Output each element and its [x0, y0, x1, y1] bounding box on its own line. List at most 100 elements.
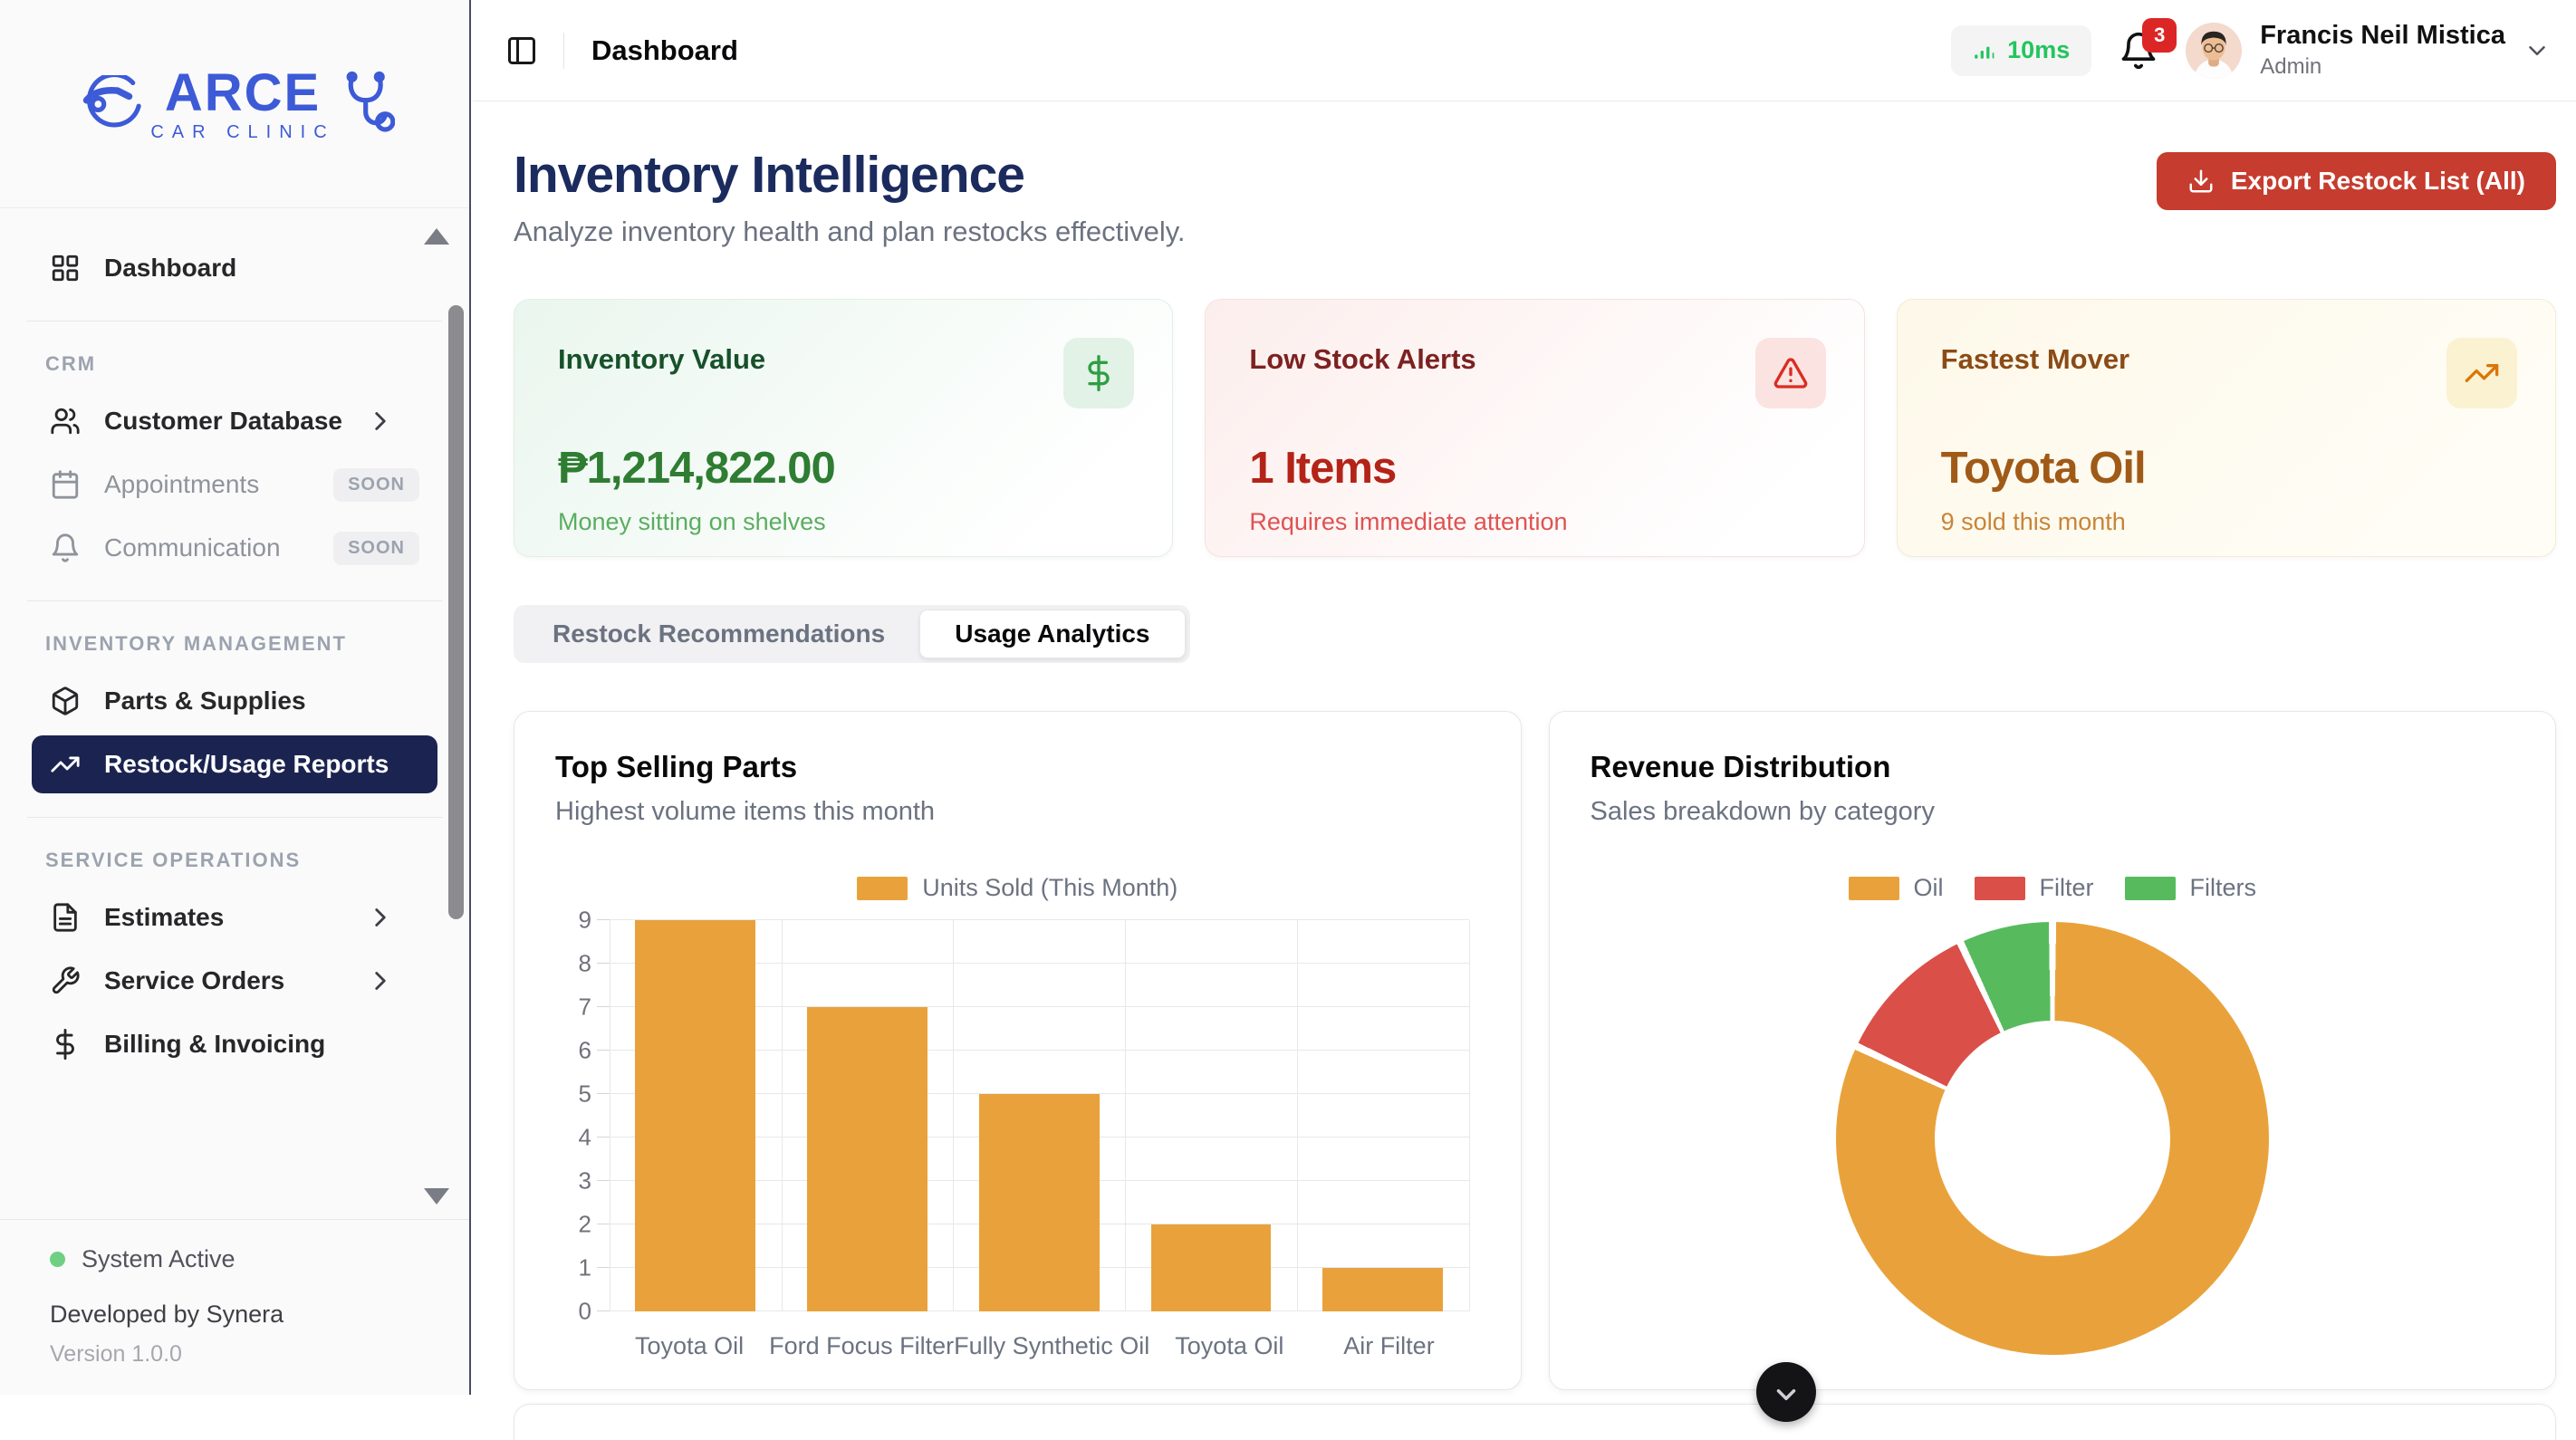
- chevron-right-icon: [365, 406, 396, 437]
- sidebar-item-parts-supplies[interactable]: Parts & Supplies: [32, 672, 437, 730]
- sidebar-item-billing-invoicing[interactable]: Billing & Invoicing: [32, 1015, 437, 1073]
- stat-value: ₱1,214,822.00: [558, 444, 836, 493]
- notifications-button[interactable]: 3: [2119, 17, 2177, 71]
- chevron-right-icon: [365, 965, 396, 996]
- stat-title: Inventory Value: [558, 343, 766, 375]
- legend-swatch: [1848, 876, 1899, 900]
- bell-icon: [50, 533, 81, 563]
- divider: [27, 600, 442, 601]
- trending-up-icon: [2446, 338, 2517, 408]
- sidebar-item-label: Parts & Supplies: [104, 686, 306, 715]
- scroll-down-arrow-icon[interactable]: [424, 1188, 449, 1205]
- version-label: Version 1.0.0: [50, 1341, 182, 1367]
- sidebar-scrollbar[interactable]: [448, 305, 464, 919]
- donut-chart-legend: Oil Filter Filters: [1591, 874, 2515, 902]
- chart-title: Top Selling Parts: [555, 750, 798, 783]
- divider: [563, 32, 564, 69]
- developer-credit: Developed by Synera: [50, 1301, 284, 1328]
- sidebar-item-restock-usage-reports[interactable]: Restock/Usage Reports: [32, 735, 437, 793]
- wrench-icon: [50, 965, 81, 996]
- bar-chart-legend: Units Sold (This Month): [555, 874, 1480, 902]
- stat-card-low-stock-alerts: Low Stock Alerts 1 Items Requires immedi…: [1205, 299, 1865, 557]
- sidebar-item-label: Dashboard: [104, 254, 237, 282]
- user-name: Francis Neil Mistica: [2260, 21, 2505, 51]
- export-button-label: Export Restock List (All): [2230, 167, 2525, 195]
- bar-Toyota Oil: [1150, 1224, 1272, 1311]
- brand-subtitle: CAR CLINIC: [150, 121, 335, 142]
- stat-value: 1 Items: [1249, 444, 1397, 493]
- stat-subtitle: Money sitting on shelves: [558, 508, 826, 535]
- stat-title: Fastest Mover: [1940, 343, 2130, 375]
- donut-chart: [1835, 922, 2269, 1355]
- sidebar-item-service-orders[interactable]: Service Orders: [32, 952, 437, 1010]
- download-icon: [2187, 168, 2215, 195]
- scroll-up-arrow-icon[interactable]: [424, 228, 449, 245]
- page-title: Inventory Intelligence: [514, 146, 1025, 204]
- trending-up-icon: [50, 749, 81, 780]
- section-label-inventory: INVENTORY MANAGEMENT: [45, 632, 347, 655]
- topbar: Dashboard 10ms 3: [473, 0, 2576, 101]
- chevron-right-icon: [365, 902, 396, 933]
- sidebar-toggle-icon[interactable]: [505, 34, 538, 67]
- revenue-distribution-card: Revenue Distribution Sales breakdown by …: [1548, 711, 2556, 1390]
- legend-label: Units Sold (This Month): [922, 874, 1178, 901]
- package-icon: [50, 686, 81, 716]
- sidebar-item-appointments[interactable]: Appointments SOON: [32, 456, 437, 514]
- stat-subtitle: Requires immediate attention: [1249, 508, 1568, 535]
- sidebar-item-label: Billing & Invoicing: [104, 1030, 326, 1058]
- user-role: Admin: [2260, 54, 2322, 80]
- sidebar-item-label: Restock/Usage Reports: [104, 750, 389, 778]
- stethoscope-logo-icon: [344, 70, 395, 139]
- legend-swatch: [857, 876, 908, 900]
- stat-subtitle: 9 sold this month: [1940, 508, 2126, 535]
- latency-value: 10ms: [2007, 36, 2071, 63]
- section-label-service: SERVICE OPERATIONS: [45, 849, 302, 871]
- users-icon: [50, 406, 81, 437]
- sidebar-nav: Dashboard CRM Customer Database: [0, 208, 469, 1073]
- chart-subtitle: Highest volume items this month: [555, 797, 936, 826]
- legend-swatch: [1974, 876, 2025, 900]
- sidebar-footer: System Active Developed by Synera Versio…: [0, 1219, 469, 1395]
- calendar-icon: [50, 469, 81, 500]
- user-menu[interactable]: Francis Neil Mistica Admin: [2186, 21, 2551, 80]
- file-text-icon: [50, 902, 81, 933]
- sidebar-item-label: Communication: [104, 533, 281, 562]
- sidebar-item-estimates[interactable]: Estimates: [32, 888, 437, 946]
- stat-title: Low Stock Alerts: [1249, 343, 1476, 375]
- dollar-icon: [50, 1029, 81, 1060]
- legend-swatch: [2124, 876, 2176, 900]
- sidebar-item-customer-database[interactable]: Customer Database: [32, 392, 437, 450]
- signal-bars-icon: [1973, 39, 1996, 62]
- tab-restock-recommendations[interactable]: Restock Recommendations: [553, 619, 886, 648]
- legend-label: Oil: [1913, 874, 1944, 901]
- scroll-down-fab[interactable]: [1756, 1362, 1816, 1422]
- export-restock-button[interactable]: Export Restock List (All): [2156, 152, 2556, 210]
- dashboard-grid-icon: [50, 253, 81, 283]
- notification-count-badge: 3: [2142, 17, 2177, 53]
- page-breadcrumb-title: Dashboard: [591, 34, 738, 66]
- status-dot: [50, 1252, 65, 1267]
- brand-name: ARCE: [164, 62, 322, 122]
- legend-label: Filter: [2039, 874, 2094, 901]
- divider: [27, 321, 442, 322]
- sidebar-item-communication[interactable]: Communication SOON: [32, 519, 437, 577]
- soon-badge: SOON: [333, 467, 419, 502]
- tab-usage-analytics[interactable]: Usage Analytics: [919, 610, 1186, 658]
- sidebar-item-dashboard[interactable]: Dashboard: [32, 239, 437, 297]
- latency-badge: 10ms: [1951, 24, 2092, 76]
- bell-icon: [2119, 31, 2158, 71]
- legend-label: Filters: [2189, 874, 2257, 901]
- section-label-crm: CRM: [45, 352, 97, 375]
- chart-title: Revenue Distribution: [1590, 750, 1891, 783]
- bar-Toyota Oil: [635, 920, 756, 1311]
- divider: [27, 817, 442, 818]
- analytics-tabs: Restock Recommendations Usage Analytics: [514, 605, 1190, 663]
- stat-card-inventory-value: Inventory Value ₱1,214,822.00 Money sitt…: [514, 299, 1174, 557]
- sidebar-item-label: Customer Database: [104, 407, 342, 435]
- stat-card-fastest-mover: Fastest Mover Toyota Oil 9 sold this mon…: [1896, 299, 2556, 557]
- soon-badge: SOON: [333, 531, 419, 565]
- sidebar: ARCE CAR CLINIC Dashb: [0, 0, 471, 1395]
- next-card-top-edge: [514, 1404, 2556, 1440]
- main-area: Dashboard 10ms 3: [473, 0, 2576, 1440]
